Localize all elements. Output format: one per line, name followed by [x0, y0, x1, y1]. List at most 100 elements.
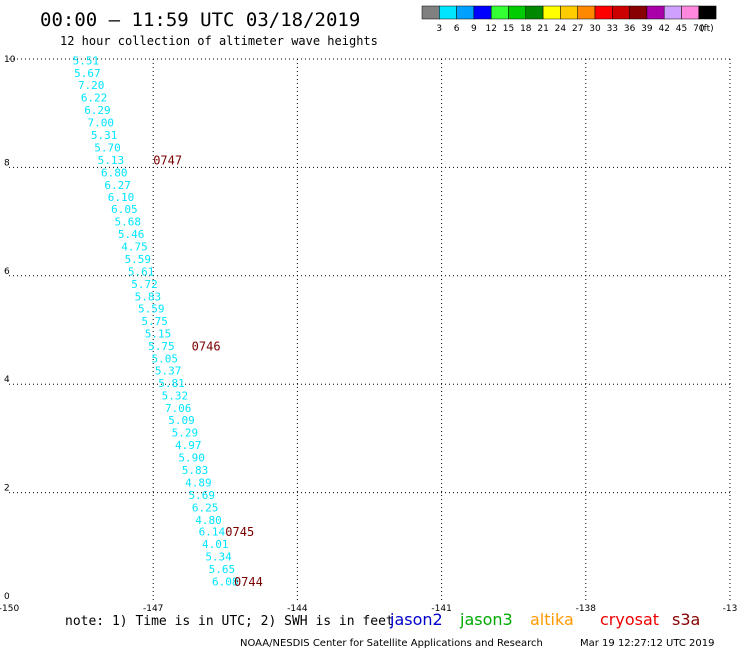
satellite-legend-cryosat: cryosat	[600, 610, 659, 629]
x-tick-label: -13	[723, 604, 738, 614]
color-scale-label: 70	[693, 24, 705, 34]
color-scale-label: 36	[624, 24, 636, 34]
wave-height-point: 6.25	[192, 501, 219, 514]
wave-height-point: 5.59	[125, 253, 152, 266]
color-scale-swatch	[663, 5, 682, 20]
color-scale-swatch	[681, 5, 700, 20]
wave-height-point: 5.37	[155, 365, 182, 378]
footer-timestamp: Mar 19 12:27:12 UTC 2019	[580, 638, 715, 649]
color-scale-label: 12	[485, 24, 496, 34]
wave-height-point: 5.83	[182, 464, 209, 477]
wave-height-point: 5.13	[98, 154, 125, 167]
y-tick-label: 2	[4, 484, 10, 494]
color-scale-swatch	[490, 5, 509, 20]
x-tick-label: -147	[143, 604, 163, 614]
wave-height-point: 5.90	[178, 451, 205, 464]
wave-height-point: 5.32	[162, 390, 189, 403]
color-scale-label: 18	[520, 24, 532, 34]
wave-height-point: 4.01	[202, 538, 229, 551]
wave-height-point: 5.75	[141, 315, 168, 328]
y-tick-label: 8	[4, 158, 10, 168]
wave-height-point: 6.05	[111, 203, 138, 216]
wave-height-point: 5.70	[94, 141, 121, 154]
wave-height-point: 4.97	[175, 439, 202, 452]
time-marker: 0746	[192, 339, 221, 353]
satellite-legend-jason2: jason2	[389, 610, 443, 629]
chart-title: 00:00 – 11:59 UTC 03/18/2019	[40, 9, 360, 31]
axes: -150 -147 -144 -141 -138 -13 0 2 4 6 8 10	[0, 55, 737, 614]
color-scale-label: 45	[676, 24, 687, 34]
wave-height-point: 5.69	[188, 489, 215, 502]
wave-height-point: 5.31	[91, 129, 118, 142]
wave-height-point: 4.80	[195, 514, 222, 527]
wave-height-point: 5.83	[135, 290, 162, 303]
color-scale-label: 33	[607, 24, 618, 34]
color-scale-swatch	[508, 5, 527, 20]
color-scale-swatch	[525, 5, 544, 20]
wave-height-point: 5.46	[118, 228, 145, 241]
wave-height-point: 4.75	[121, 241, 148, 254]
color-scale-label: 6	[454, 24, 460, 34]
color-scale-label: 27	[572, 24, 583, 34]
wave-height-point: 5.51	[73, 55, 100, 68]
footer-credit: NOAA/NESDIS Center for Satellite Applica…	[240, 638, 543, 649]
x-tick-label: -144	[287, 604, 308, 614]
color-scale-swatch	[421, 5, 440, 20]
satellite-legend-altika: altika	[530, 610, 574, 629]
wave-height-point: 5.15	[145, 327, 172, 340]
time-markers: 0747 0746 0745 0744	[153, 153, 263, 589]
color-scale-swatch	[577, 5, 596, 20]
wave-height-point: 5.09	[168, 414, 195, 427]
color-scale-swatch	[456, 5, 475, 20]
time-marker: 0747	[153, 153, 182, 167]
color-scale-label: 39	[641, 24, 653, 34]
footer-note: note: 1) Time is in UTC; 2) SWH is in fe…	[65, 614, 394, 629]
wave-height-point: 5.72	[131, 278, 158, 291]
color-scale-label: 21	[537, 24, 548, 34]
color-scale-swatch	[646, 5, 665, 20]
color-scale-swatch	[629, 5, 648, 20]
data-points: 5.515.677.206.226.297.005.315.705.136.80…	[73, 55, 239, 589]
color-scale-swatch	[439, 5, 457, 20]
wave-height-point: 6.10	[108, 191, 135, 204]
x-tick-label: -141	[431, 604, 451, 614]
wave-height-point: 7.20	[78, 79, 105, 92]
wave-height-point: 6.14	[199, 526, 226, 539]
color-scale-label: 42	[658, 24, 669, 34]
wave-height-point: 6.80	[101, 166, 128, 179]
color-scale-label: 9	[471, 24, 477, 34]
grid	[9, 58, 731, 601]
wave-height-point: 6.27	[104, 179, 131, 192]
time-marker: 0745	[225, 525, 254, 539]
x-tick-label: -150	[0, 604, 19, 614]
wave-height-point: 5.59	[138, 302, 165, 315]
wave-height-point: 6.29	[84, 104, 111, 117]
time-marker: 0744	[234, 575, 263, 589]
chart-subtitle: 12 hour collection of altimeter wave hei…	[60, 34, 378, 48]
y-tick-label: 6	[4, 267, 10, 277]
color-scale-swatch	[560, 5, 578, 20]
wave-height-point: 7.00	[88, 116, 115, 129]
color-scale-label: 30	[589, 24, 601, 34]
wave-height-point: 5.75	[148, 340, 175, 353]
satellite-legend-s3a: s3a	[672, 610, 700, 629]
wave-height-point: 5.65	[209, 563, 236, 576]
wave-height-point: 5.29	[172, 427, 199, 440]
wave-height-point: 6.08	[212, 576, 239, 589]
wave-height-point: 7.06	[165, 402, 192, 415]
wave-height-point: 5.34	[205, 551, 232, 564]
wave-height-point: 5.67	[74, 67, 101, 80]
satellite-legend: jason2 jason3 altika cryosat s3a	[389, 610, 700, 629]
color-scale-swatch	[473, 5, 492, 20]
color-scale: 3 6 9 12 15 18 21 24 27 30 33 36 39 42 45 70(ft)	[421, 5, 717, 34]
color-scale-label: 3	[436, 24, 442, 34]
color-scale-label: 24	[555, 24, 567, 34]
wave-height-point: 5.61	[128, 266, 155, 279]
y-tick-label: 10	[4, 55, 16, 65]
color-scale-swatch	[612, 5, 630, 20]
color-scale-swatch	[698, 5, 717, 20]
y-tick-label: 4	[4, 375, 10, 385]
color-scale-label: 15	[503, 24, 514, 34]
color-scale-swatch	[542, 5, 561, 20]
